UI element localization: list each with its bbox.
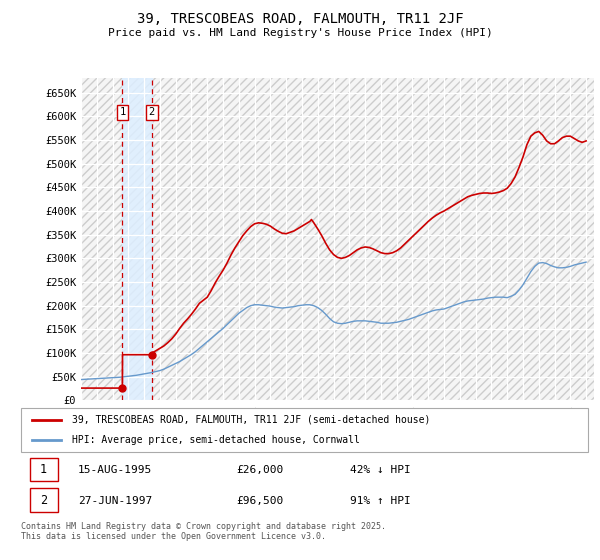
FancyBboxPatch shape [29,458,58,481]
FancyBboxPatch shape [29,488,58,512]
Text: 91% ↑ HPI: 91% ↑ HPI [350,496,410,506]
Text: 15-AUG-1995: 15-AUG-1995 [78,465,152,475]
Text: 39, TRESCOBEAS ROAD, FALMOUTH, TR11 2JF: 39, TRESCOBEAS ROAD, FALMOUTH, TR11 2JF [137,12,463,26]
Text: £96,500: £96,500 [236,496,284,506]
Text: 42% ↓ HPI: 42% ↓ HPI [350,465,410,475]
Text: 2: 2 [149,107,155,117]
FancyBboxPatch shape [21,408,588,452]
Text: HPI: Average price, semi-detached house, Cornwall: HPI: Average price, semi-detached house,… [72,435,360,445]
Text: 39, TRESCOBEAS ROAD, FALMOUTH, TR11 2JF (semi-detached house): 39, TRESCOBEAS ROAD, FALMOUTH, TR11 2JF … [72,415,430,425]
Text: 1: 1 [40,464,47,477]
Text: 27-JUN-1997: 27-JUN-1997 [78,496,152,506]
Text: £26,000: £26,000 [236,465,284,475]
Text: 1: 1 [119,107,125,117]
Text: Contains HM Land Registry data © Crown copyright and database right 2025.
This d: Contains HM Land Registry data © Crown c… [21,522,386,542]
Text: 2: 2 [40,494,47,507]
Bar [122,78,152,400]
Text: Price paid vs. HM Land Registry's House Price Index (HPI): Price paid vs. HM Land Registry's House … [107,28,493,38]
